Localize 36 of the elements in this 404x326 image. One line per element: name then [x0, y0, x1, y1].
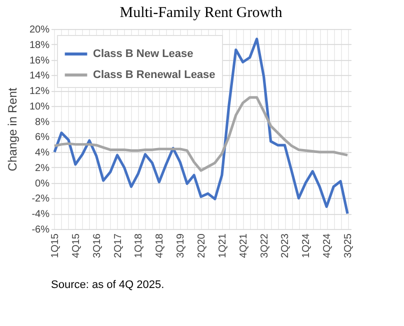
y-tick-label: 8%	[35, 116, 50, 128]
legend-label: Class B Renewal Lease	[93, 69, 216, 81]
line-series	[53, 38, 349, 215]
y-tick-label: 12%	[29, 86, 50, 98]
x-tick-label: 1Q18	[134, 233, 145, 258]
x-tick-label: 3Q19	[176, 233, 187, 258]
x-tick-label: 3Q16	[92, 233, 103, 258]
x-tick-label: 4Q24	[322, 233, 334, 258]
x-tick-label: 3Q22	[259, 233, 270, 258]
x-tick-label: 2Q17	[112, 233, 124, 258]
chart-title: Multi-Family Rent Growth	[120, 5, 283, 21]
x-tick-label: 3Q25	[343, 233, 354, 258]
y-tick-label: 14%	[29, 70, 50, 82]
y-tick-label: 20%	[29, 24, 50, 36]
x-tick-label: 2Q23	[280, 233, 292, 258]
x-tick-label: 4Q18	[154, 233, 166, 258]
y-tick-label: 6%	[35, 132, 50, 144]
y-tick-label: 4%	[35, 148, 50, 159]
y-tick-label: 18%	[29, 40, 50, 51]
x-tick-label: 4Q21	[238, 233, 250, 258]
line-series	[53, 96, 349, 172]
y-tick-label: 16%	[29, 55, 50, 66]
y-tick-label: -2%	[32, 194, 50, 205]
source-note: Source: as of 4Q 2025.	[51, 279, 164, 291]
y-tick-label: 10%	[29, 101, 50, 112]
y-tick-label: 0%	[35, 178, 50, 190]
x-tick-label: 1Q21	[217, 233, 228, 258]
legend-label: Class B New Lease	[93, 48, 194, 60]
y-tick-label: -6%	[32, 224, 50, 236]
x-tick-label: 1Q24	[301, 233, 312, 258]
y-tick-label: 2%	[35, 162, 50, 174]
x-tick-label: 2Q20	[196, 233, 208, 258]
x-tick-label: 1Q15	[50, 233, 61, 258]
y-tick-label: -4%	[32, 209, 50, 220]
x-tick-label: 4Q15	[70, 233, 82, 258]
y-axis-title: Change in Rent	[5, 87, 20, 172]
